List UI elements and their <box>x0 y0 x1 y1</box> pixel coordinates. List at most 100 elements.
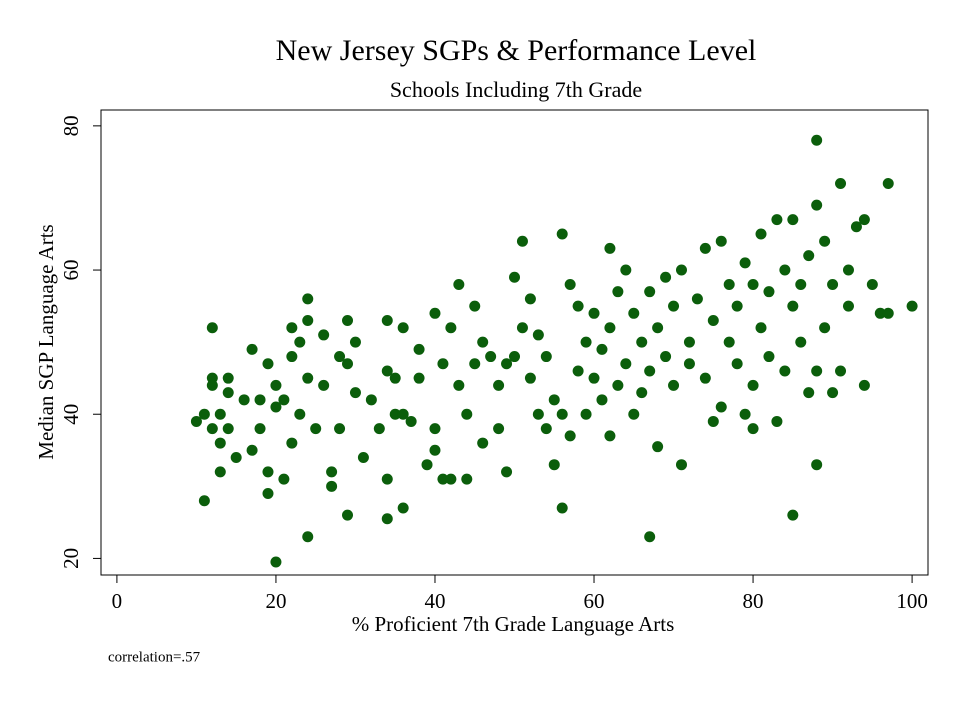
point <box>524 293 536 305</box>
point <box>477 437 489 449</box>
point <box>556 408 568 420</box>
y-tick-label: 60 <box>59 260 83 281</box>
x-tick-label: 0 <box>112 589 123 613</box>
point <box>882 178 894 190</box>
point <box>668 379 680 391</box>
point <box>842 264 854 276</box>
chart-subtitle: Schools Including 7th Grade <box>390 77 642 102</box>
point <box>771 415 783 427</box>
y-tick-label: 20 <box>59 548 83 569</box>
point <box>397 408 409 420</box>
point <box>787 300 799 312</box>
point <box>294 336 306 348</box>
y-tick-label: 40 <box>59 404 83 425</box>
point <box>310 423 322 435</box>
point <box>644 365 656 377</box>
point <box>214 466 226 478</box>
point <box>644 286 656 298</box>
point <box>405 415 417 427</box>
point <box>715 235 727 247</box>
point <box>779 264 791 276</box>
point <box>381 513 393 525</box>
point <box>620 264 632 276</box>
point <box>811 199 823 211</box>
point <box>763 351 775 363</box>
point <box>715 401 727 413</box>
point <box>739 257 751 269</box>
point <box>485 351 497 363</box>
point <box>779 365 791 377</box>
point <box>302 293 314 305</box>
point <box>357 451 369 463</box>
point <box>747 379 759 391</box>
point <box>699 372 711 384</box>
point <box>842 300 854 312</box>
point <box>342 315 354 327</box>
point <box>548 394 560 406</box>
point <box>326 480 338 492</box>
point <box>795 278 807 290</box>
point <box>858 214 870 226</box>
point <box>381 315 393 327</box>
point <box>437 358 449 370</box>
point <box>516 235 528 247</box>
point <box>652 322 664 334</box>
point <box>429 423 441 435</box>
point <box>850 221 862 233</box>
point <box>731 300 743 312</box>
point <box>747 423 759 435</box>
point <box>803 250 815 262</box>
point <box>723 336 735 348</box>
point <box>540 423 552 435</box>
point <box>572 365 584 377</box>
point <box>596 394 608 406</box>
chart-title: New Jersey SGPs & Performance Level <box>276 34 757 67</box>
point <box>342 509 354 521</box>
point <box>302 531 314 543</box>
point <box>620 358 632 370</box>
point <box>556 502 568 514</box>
point <box>286 437 298 449</box>
x-tick-label: 40 <box>424 589 445 613</box>
point <box>827 387 839 399</box>
point <box>469 358 481 370</box>
point <box>835 178 847 190</box>
point <box>580 336 592 348</box>
point <box>262 488 274 500</box>
x-tick-label: 20 <box>265 589 286 613</box>
y-tick-label: 80 <box>59 115 83 136</box>
point <box>874 307 886 319</box>
point <box>477 336 489 348</box>
point <box>723 278 735 290</box>
point <box>206 379 218 391</box>
point <box>389 372 401 384</box>
point <box>628 408 640 420</box>
point <box>763 286 775 298</box>
point <box>683 358 695 370</box>
point <box>190 415 202 427</box>
point <box>811 134 823 146</box>
point <box>413 372 425 384</box>
point <box>532 408 544 420</box>
point <box>644 531 656 543</box>
point <box>501 358 513 370</box>
point <box>501 466 513 478</box>
point <box>397 322 409 334</box>
point <box>771 214 783 226</box>
point <box>278 473 290 485</box>
point <box>572 300 584 312</box>
point <box>302 372 314 384</box>
point <box>675 459 687 471</box>
point <box>532 329 544 341</box>
point <box>707 415 719 427</box>
point <box>270 556 282 568</box>
point <box>755 322 767 334</box>
point <box>365 394 377 406</box>
point <box>493 423 505 435</box>
point <box>739 408 751 420</box>
point <box>453 379 465 391</box>
point <box>214 408 226 420</box>
point <box>675 264 687 276</box>
point <box>286 351 298 363</box>
point <box>493 379 505 391</box>
